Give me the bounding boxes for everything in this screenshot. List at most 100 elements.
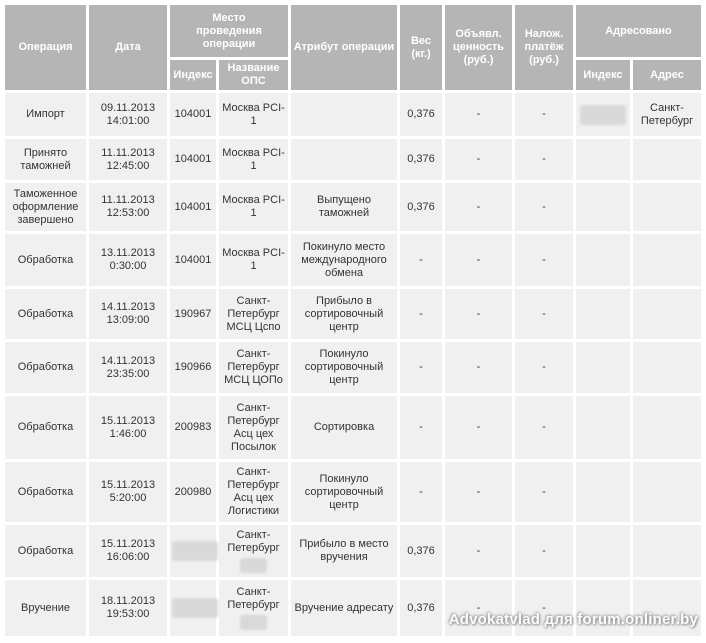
header-cod: Налож. платёж (руб.) xyxy=(515,5,573,90)
cell-addressed-index xyxy=(576,183,630,231)
table-row: Импорт 09.11.2013 14:01:00 104001 Москва… xyxy=(5,93,701,136)
cell-addressed-address xyxy=(633,183,701,231)
cell-date: 14.11.2013 23:35:00 xyxy=(89,342,167,393)
cell-weight: 0,376 xyxy=(400,93,442,136)
cell-cod: - xyxy=(515,234,573,286)
cell-operation: Таможенное оформление завершено xyxy=(5,183,86,231)
cell-addressed-address xyxy=(633,580,701,636)
censored-value xyxy=(240,615,267,630)
cell-weight: 0,376 xyxy=(400,183,442,231)
table-row: Обработка 13.11.2013 0:30:00 104001 Моск… xyxy=(5,234,701,286)
cell-operation: Обработка xyxy=(5,234,86,286)
cell-operation: Импорт xyxy=(5,93,86,136)
cell-place-name: Санкт-Петербург МСЦ Цспо xyxy=(219,289,288,339)
cell-place-index: 200983 xyxy=(170,396,216,459)
header-place-name: Название ОПС xyxy=(219,60,288,90)
header-declared-value: Объявл. ценность (руб.) xyxy=(445,5,512,90)
cell-addressed-address xyxy=(633,342,701,393)
cell-weight: 0,376 xyxy=(400,525,442,577)
cell-attribute xyxy=(291,139,397,180)
cell-date: 11.11.2013 12:45:00 xyxy=(89,139,167,180)
cell-cod: - xyxy=(515,525,573,577)
cell-place-name: Санкт-Петербург xyxy=(219,525,288,577)
cell-attribute xyxy=(291,93,397,136)
header-place-group-label: Место проведения операции xyxy=(196,11,262,50)
censored-value xyxy=(172,598,218,618)
censored-value xyxy=(240,558,267,573)
cell-addressed-index xyxy=(576,462,630,522)
place-name-text: Санкт-Петербург xyxy=(227,586,280,611)
cell-place-index: 104001 xyxy=(170,234,216,286)
cell-place-index: 104001 xyxy=(170,183,216,231)
table-row: Обработка 15.11.2013 1:46:00 200983 Санк… xyxy=(5,396,701,459)
table-row: Обработка 14.11.2013 13:09:00 190967 Сан… xyxy=(5,289,701,339)
cell-addressed-address xyxy=(633,139,701,180)
header-place-index: Индекс xyxy=(170,60,216,90)
cell-attribute: Покинуло место международного обмена xyxy=(291,234,397,286)
table-row: Принято таможней 11.11.2013 12:45:00 104… xyxy=(5,139,701,180)
cell-declared-value: - xyxy=(445,396,512,459)
cell-place-index: 200980 xyxy=(170,462,216,522)
cell-addressed-address xyxy=(633,289,701,339)
censored-value xyxy=(172,541,218,561)
cell-weight: - xyxy=(400,396,442,459)
cell-weight: 0,376 xyxy=(400,139,442,180)
cell-attribute: Покинуло сортировочный центр xyxy=(291,342,397,393)
cell-cod: - xyxy=(515,289,573,339)
cell-place-name: Санкт-Петербург xyxy=(219,580,288,636)
header-place-group: Место проведения операции xyxy=(170,5,288,57)
cell-cod: - xyxy=(515,580,573,636)
cell-attribute: Вручение адресату xyxy=(291,580,397,636)
header-row-sub: Индекс Название ОПС Индекс Адрес xyxy=(5,60,701,90)
cell-declared-value: - xyxy=(445,234,512,286)
header-addressed-address: Адрес xyxy=(633,60,701,90)
cell-cod: - xyxy=(515,462,573,522)
cell-date: 15.11.2013 5:20:00 xyxy=(89,462,167,522)
cell-addressed-index xyxy=(576,525,630,577)
table-row: Обработка 14.11.2013 23:35:00 190966 Сан… xyxy=(5,342,701,393)
cell-cod: - xyxy=(515,396,573,459)
cell-cod: - xyxy=(515,342,573,393)
cell-place-name: Москва PCI-1 xyxy=(219,234,288,286)
cell-place-index: 190966 xyxy=(170,342,216,393)
table-row: Обработка 15.11.2013 5:20:00 200980 Санк… xyxy=(5,462,701,522)
cell-operation: Принято таможней xyxy=(5,139,86,180)
cell-place-name: Москва PCI-1 xyxy=(219,183,288,231)
cell-weight: 0,376 xyxy=(400,580,442,636)
cell-date: 13.11.2013 0:30:00 xyxy=(89,234,167,286)
cell-addressed-index xyxy=(576,289,630,339)
header-addressed-group: Адресовано xyxy=(576,5,701,57)
cell-addressed-address xyxy=(633,396,701,459)
cell-addressed-index xyxy=(576,234,630,286)
table-row: Таможенное оформление завершено 11.11.20… xyxy=(5,183,701,231)
cell-declared-value: - xyxy=(445,525,512,577)
watermark-text: Advokatvlad для forum.onliner.by xyxy=(448,611,698,628)
cell-attribute: Выпущено таможней xyxy=(291,183,397,231)
cell-place-name: Санкт-Петербург МСЦ ЦОПо xyxy=(219,342,288,393)
cell-date: 18.11.2013 19:53:00 xyxy=(89,580,167,636)
cell-addressed-index xyxy=(576,580,630,636)
cell-weight: - xyxy=(400,289,442,339)
header-operation: Операция xyxy=(5,5,86,90)
cell-place-index xyxy=(170,525,218,577)
cell-attribute: Прибыло в место вручения xyxy=(291,525,397,577)
cell-operation: Обработка xyxy=(5,462,86,522)
cell-place-index: 190967 xyxy=(170,289,216,339)
cell-weight: - xyxy=(400,234,442,286)
cell-operation: Обработка xyxy=(5,396,86,459)
cell-cod: - xyxy=(515,139,573,180)
cell-declared-value: - xyxy=(445,462,512,522)
cell-addressed-address xyxy=(633,462,701,522)
cell-addressed-index xyxy=(576,93,630,136)
cell-declared-value: - xyxy=(445,342,512,393)
cell-date: 15.11.2013 1:46:00 xyxy=(89,396,167,459)
cell-addressed-address xyxy=(633,234,701,286)
cell-addressed-index xyxy=(576,396,630,459)
cell-attribute: Покинуло сортировочный центр xyxy=(291,462,397,522)
cell-declared-value: - xyxy=(445,580,512,636)
place-name-text: Санкт-Петербург xyxy=(227,529,280,554)
cell-operation: Вручение xyxy=(5,580,86,636)
cell-weight: - xyxy=(400,462,442,522)
cell-declared-value: - xyxy=(445,183,512,231)
cell-addressed-address xyxy=(633,525,701,577)
